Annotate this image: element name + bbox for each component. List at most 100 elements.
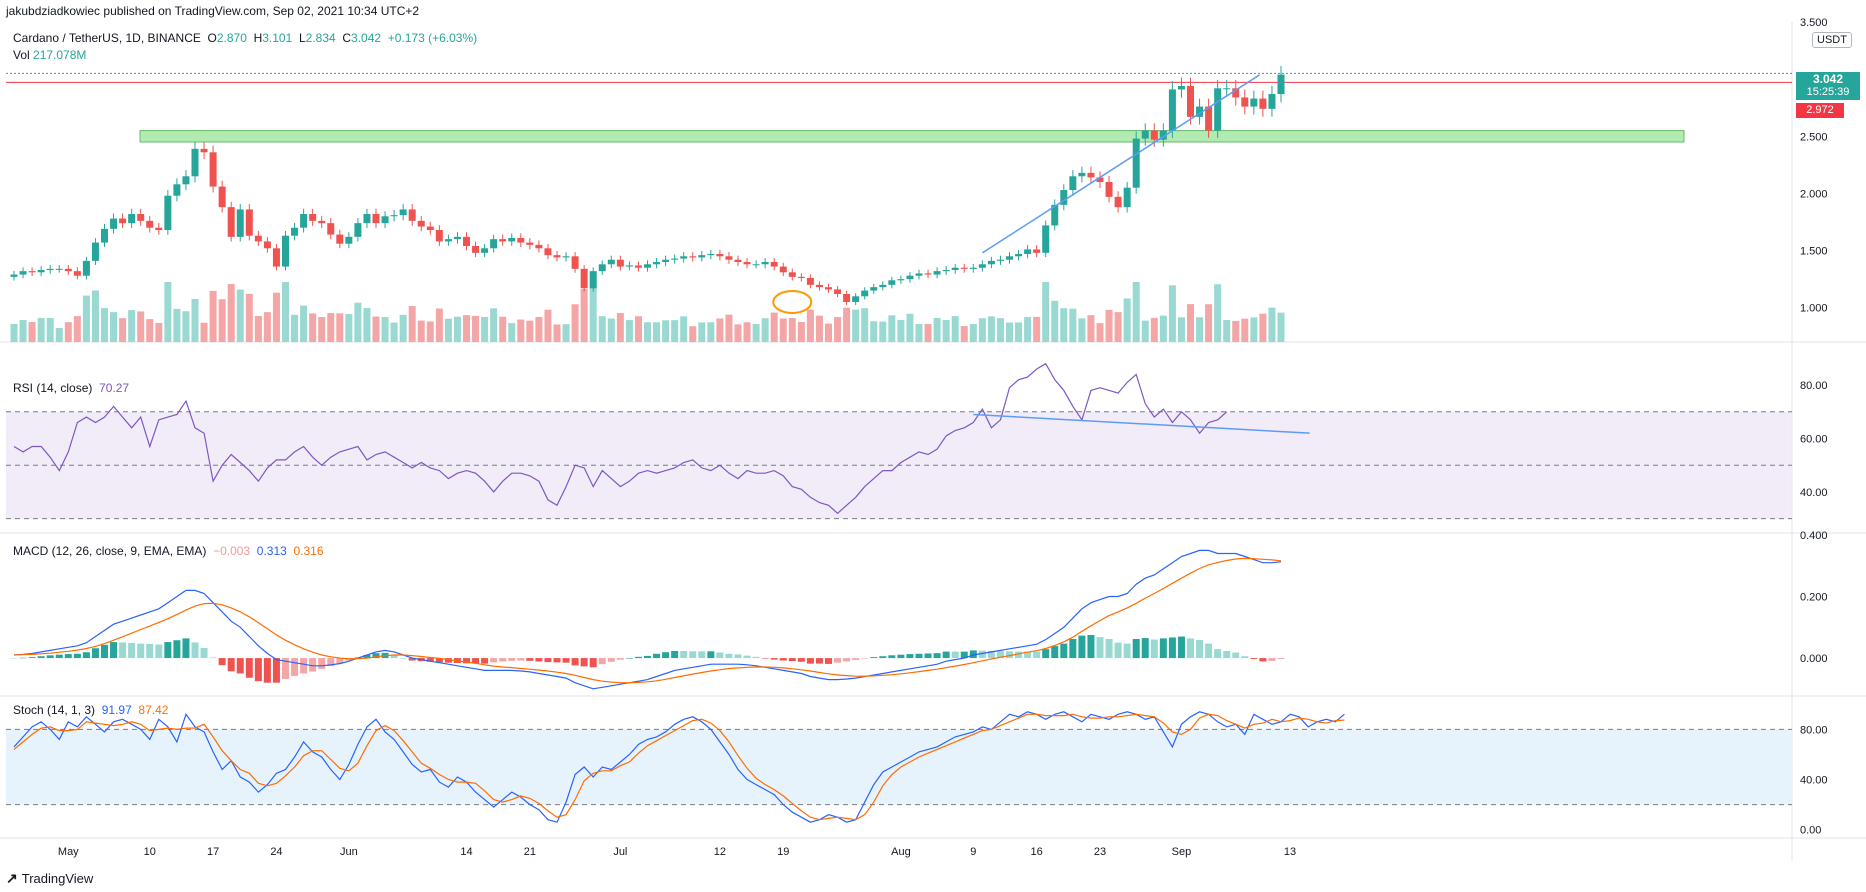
candle-body bbox=[1241, 97, 1249, 107]
macd-legend: MACD (12, 26, close, 9, EMA, EMA) −0.003… bbox=[13, 544, 324, 558]
macd-histogram-bar bbox=[544, 658, 552, 663]
stoch-k-value: 91.97 bbox=[101, 703, 132, 717]
current-price-tag: 3.042 15:25:39 bbox=[1796, 72, 1860, 100]
volume-bar bbox=[616, 313, 624, 342]
candle-body bbox=[119, 218, 127, 224]
macd-line bbox=[13, 549, 1282, 690]
symbol-name[interactable]: Cardano / TetherUS, 1D, BINANCE bbox=[13, 31, 201, 45]
candle-body bbox=[644, 264, 651, 268]
macd-histogram-bar bbox=[426, 658, 434, 662]
price-legend: Cardano / TetherUS, 1D, BINANCE O2.870 H… bbox=[13, 31, 477, 45]
candle-body bbox=[517, 238, 525, 243]
macd-histogram-bar bbox=[300, 658, 308, 674]
x-axis-label: May bbox=[58, 846, 79, 858]
macd-histogram-bar bbox=[472, 658, 480, 664]
x-axis-label: 12 bbox=[714, 846, 726, 858]
volume-bar bbox=[960, 326, 968, 342]
volume-bar bbox=[354, 302, 362, 342]
macd-histogram-bar bbox=[399, 658, 407, 659]
volume-bar bbox=[562, 324, 570, 342]
volume-bar bbox=[1196, 317, 1204, 342]
candle-body bbox=[10, 274, 18, 277]
macd-histogram-bar bbox=[634, 656, 642, 659]
candle-body bbox=[1042, 225, 1050, 253]
candle-body bbox=[996, 259, 1004, 261]
volume-bar bbox=[37, 318, 45, 342]
candle-body bbox=[453, 236, 461, 240]
candle-body bbox=[435, 230, 443, 242]
volume-bar bbox=[200, 322, 208, 342]
volume-bar bbox=[698, 322, 706, 342]
volume-bar bbox=[716, 318, 724, 342]
open-value: 2.870 bbox=[216, 31, 247, 45]
macd-histogram-bar bbox=[1259, 658, 1267, 662]
candle-body bbox=[825, 287, 832, 290]
volume-bar bbox=[852, 309, 860, 342]
macd-histogram-bar bbox=[1277, 658, 1285, 659]
macd-histogram-bar bbox=[1223, 651, 1231, 659]
volume-bar bbox=[19, 319, 27, 342]
candle-body bbox=[164, 195, 172, 230]
macd-histogram-bar bbox=[110, 642, 118, 659]
volume-bar bbox=[734, 324, 742, 342]
volume-bar bbox=[55, 328, 63, 342]
volume-bar bbox=[825, 323, 832, 342]
candle-body bbox=[770, 262, 778, 267]
macd-histogram-bar bbox=[101, 644, 108, 659]
volume-bar bbox=[689, 326, 697, 342]
rsi-label[interactable]: RSI (14, close) bbox=[13, 381, 93, 395]
volume-bar bbox=[680, 316, 688, 342]
axis-tick-label: 80.00 bbox=[1800, 380, 1828, 392]
macd-histogram-bar bbox=[960, 651, 968, 659]
stoch-d-value: 87.42 bbox=[138, 703, 169, 717]
volume-bar bbox=[1187, 304, 1194, 342]
candle-body bbox=[815, 284, 823, 288]
macd-histogram-bar bbox=[390, 655, 398, 659]
macd-histogram-bar bbox=[1087, 635, 1095, 659]
macd-histogram-bar bbox=[64, 654, 72, 659]
volume-bar bbox=[282, 282, 289, 342]
currency-button[interactable]: USDT bbox=[1812, 32, 1852, 48]
macd-histogram-bar bbox=[951, 651, 959, 659]
macd-histogram-bar bbox=[761, 658, 769, 659]
axis-tick-label: 2.000 bbox=[1800, 188, 1828, 200]
macd-histogram-bar bbox=[173, 640, 181, 659]
volume-bar bbox=[318, 317, 326, 342]
stoch-label[interactable]: Stoch (14, 1, 3) bbox=[13, 703, 96, 717]
volume-bar bbox=[46, 318, 54, 342]
volume-bar bbox=[363, 308, 371, 342]
macd-histogram-bar bbox=[535, 658, 543, 662]
volume-bar bbox=[924, 324, 932, 342]
candle-body bbox=[1250, 98, 1258, 107]
macd-histogram-bar bbox=[671, 651, 679, 659]
candle-body bbox=[1159, 130, 1167, 140]
macd-histogram-bar bbox=[1114, 642, 1122, 659]
candle-body bbox=[1177, 86, 1185, 90]
candle-body bbox=[1268, 94, 1276, 109]
candle-body bbox=[1033, 249, 1041, 253]
candle-body bbox=[1141, 130, 1149, 139]
volume-bar bbox=[291, 314, 299, 342]
candle-body bbox=[960, 267, 968, 269]
volume-bar bbox=[1078, 318, 1086, 342]
axis-tick-label: 3.500 bbox=[1800, 17, 1828, 29]
candle-body bbox=[1015, 254, 1023, 257]
volume-bar bbox=[155, 322, 163, 342]
candle-body bbox=[761, 262, 769, 265]
macd-label[interactable]: MACD (12, 26, close, 9, EMA, EMA) bbox=[13, 544, 207, 558]
volume-bar bbox=[607, 318, 615, 342]
macd-histogram-bar bbox=[752, 656, 760, 659]
candle-body bbox=[616, 259, 624, 267]
macd-histogram-bar bbox=[1150, 639, 1158, 659]
tradingview-brand[interactable]: ↗ TradingView bbox=[6, 870, 93, 887]
candle-body bbox=[553, 255, 561, 258]
volume-bar bbox=[589, 286, 597, 342]
volume-bar bbox=[272, 292, 280, 342]
volume-bar bbox=[227, 284, 235, 342]
candle-body bbox=[82, 260, 90, 276]
macd-histogram-bar bbox=[155, 644, 163, 659]
candle-body bbox=[607, 259, 615, 265]
brand-name: TradingView bbox=[21, 871, 94, 886]
volume-bar bbox=[797, 321, 805, 342]
